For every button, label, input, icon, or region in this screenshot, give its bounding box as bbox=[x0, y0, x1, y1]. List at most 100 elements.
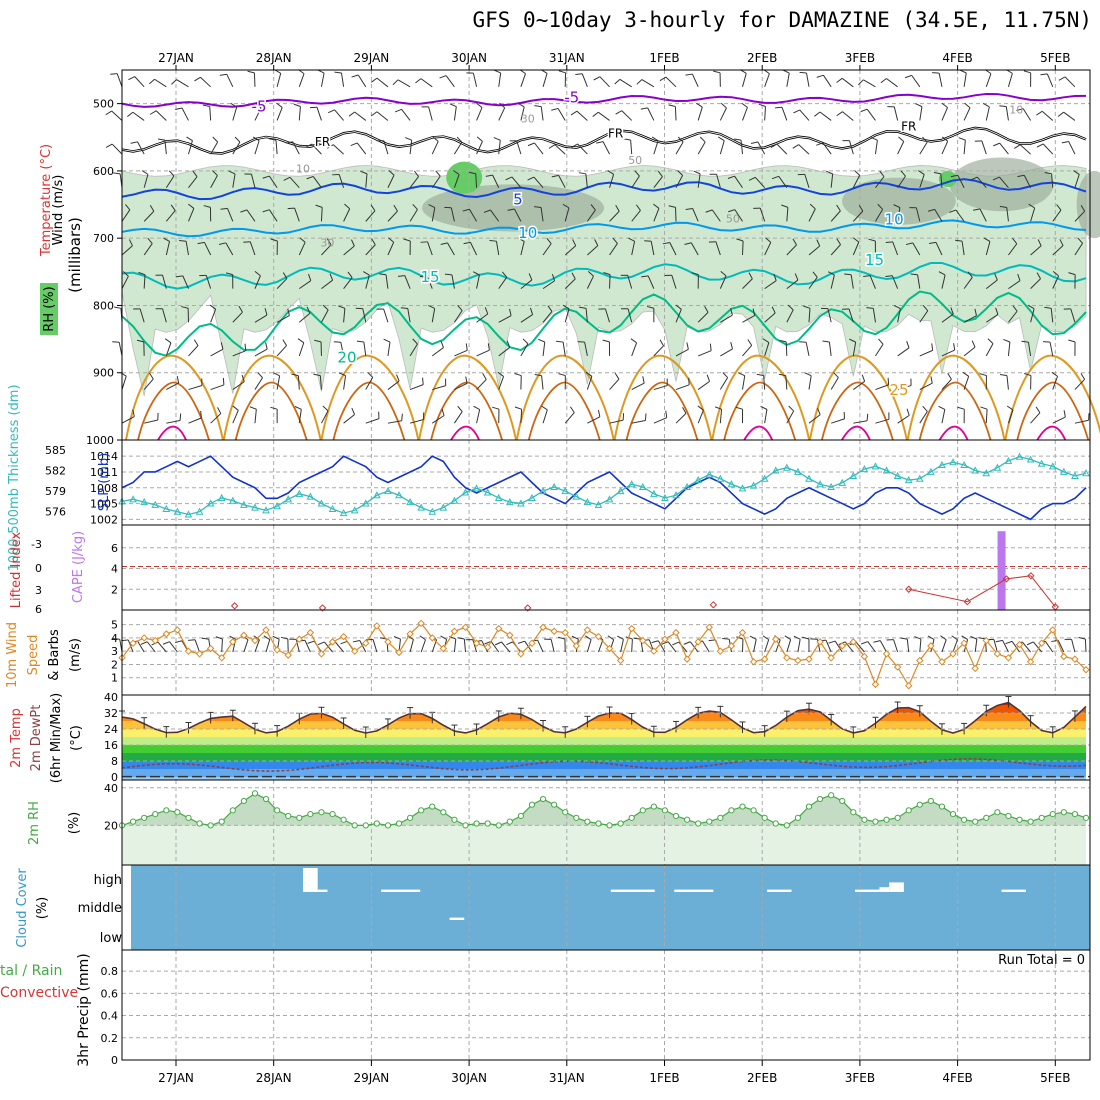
wind-barb-feather bbox=[322, 304, 329, 311]
thickness-point bbox=[749, 481, 758, 489]
thickness-tick: 579 bbox=[45, 485, 66, 498]
wind-barb bbox=[232, 141, 241, 155]
wind-speed-point bbox=[749, 658, 758, 666]
wind-barb-feather bbox=[371, 238, 376, 246]
wind-speed-point bbox=[417, 619, 425, 628]
wind-barb-feather bbox=[136, 339, 144, 343]
wind-barb-feather bbox=[127, 111, 134, 117]
thickness-point bbox=[971, 466, 980, 474]
pressure-tick: 500 bbox=[93, 98, 114, 111]
wind-speed-point bbox=[1026, 658, 1035, 666]
wind-speed-point bbox=[650, 647, 658, 655]
wind-barb bbox=[941, 141, 949, 155]
thickness-point bbox=[594, 500, 603, 508]
wind-speed-point bbox=[339, 632, 348, 641]
wind-barb bbox=[498, 276, 508, 289]
wind-barb-feather bbox=[747, 339, 753, 346]
wind-barb bbox=[319, 375, 322, 390]
wind-barb-feather bbox=[720, 102, 727, 109]
wind-barb-feather bbox=[230, 102, 237, 108]
wind10m-barb bbox=[490, 641, 500, 653]
date-label: 3FEB bbox=[845, 51, 875, 65]
ylabel-lifted-index: Lifted Index bbox=[9, 531, 24, 608]
wind-speed-point bbox=[1015, 640, 1024, 649]
wind-barb bbox=[1030, 245, 1042, 256]
upper-air-panel: 500 600 700 800 900 1000 -5 -5 FR FR FR 5 10 10 15 15 20… bbox=[39, 69, 1100, 447]
wind-barb bbox=[227, 208, 234, 222]
wind-barb-feather bbox=[551, 273, 556, 281]
wind-barb bbox=[631, 382, 645, 390]
date-label: 3FEB bbox=[845, 1071, 875, 1085]
thickness-point bbox=[295, 489, 304, 497]
wind-barb bbox=[276, 107, 283, 121]
wind-barb-feather bbox=[992, 176, 1000, 181]
wind-barb bbox=[719, 140, 725, 155]
wind-barb-feather bbox=[1068, 339, 1076, 343]
wind-barb bbox=[577, 143, 588, 155]
wind-barb bbox=[165, 210, 176, 222]
wind-barb-feather bbox=[170, 204, 176, 211]
wind-barb bbox=[1006, 375, 1009, 390]
thickness-point bbox=[1004, 456, 1013, 464]
wind-barb bbox=[609, 243, 618, 256]
wind-barb bbox=[513, 208, 522, 222]
wind-barb bbox=[312, 176, 322, 189]
wind-barb-feather bbox=[457, 304, 463, 311]
wind-barb bbox=[476, 141, 483, 155]
wind-barb-feather bbox=[575, 73, 583, 75]
wind10m-barb bbox=[254, 639, 260, 653]
wind10m-barb-feather bbox=[584, 635, 592, 640]
isotherm-35 bbox=[1036, 425, 1067, 441]
isotherm-10 bbox=[121, 219, 1087, 238]
wind-barb-feather bbox=[1040, 73, 1048, 76]
wind-barb-feather bbox=[176, 376, 180, 384]
wind-barb-feather bbox=[551, 174, 559, 178]
wind-barb bbox=[697, 350, 712, 357]
wind-barb-feather bbox=[1017, 174, 1025, 178]
rh-point bbox=[185, 814, 192, 821]
wind-barb bbox=[454, 382, 468, 390]
wind-barb bbox=[1046, 73, 1054, 88]
wind-barb-feather bbox=[950, 174, 958, 178]
wind10m-barb bbox=[825, 639, 832, 653]
wind10m-barb bbox=[359, 640, 367, 653]
wind-barb-feather bbox=[534, 373, 542, 377]
rh-point bbox=[517, 812, 524, 820]
wind-barb-feather bbox=[793, 109, 800, 114]
wind-barb bbox=[121, 245, 133, 256]
wind-barb bbox=[852, 342, 857, 356]
wind-barb bbox=[498, 346, 511, 357]
wind-barb-feather bbox=[283, 176, 291, 181]
wind-barb bbox=[143, 378, 154, 390]
wind-barb-feather bbox=[904, 74, 912, 79]
wind-barb bbox=[431, 141, 439, 155]
wind-barb-feather bbox=[836, 111, 843, 117]
wind-barb bbox=[763, 375, 766, 390]
wind-barb-feather bbox=[922, 136, 928, 143]
wind-speed-point bbox=[362, 639, 370, 647]
wind-barb bbox=[581, 73, 588, 88]
rh-area bbox=[122, 793, 1086, 826]
wind-barb-feather bbox=[334, 71, 342, 74]
cloud-clear-bar bbox=[449, 917, 465, 920]
wind-barb-feather bbox=[175, 107, 183, 110]
wind-barb-feather bbox=[812, 271, 818, 278]
wind-barb bbox=[426, 275, 433, 289]
li-point bbox=[1027, 572, 1035, 580]
wind10m-barb bbox=[797, 639, 801, 653]
rh-point bbox=[606, 822, 613, 829]
wind-barb-feather bbox=[825, 170, 833, 175]
wind-speed-point bbox=[306, 628, 315, 637]
wind10m-barb-feather bbox=[951, 635, 958, 641]
rh-point bbox=[972, 818, 979, 825]
wind-speed-point bbox=[816, 638, 824, 646]
wind-barb bbox=[162, 275, 167, 289]
wind-barb bbox=[363, 341, 367, 356]
wind-barb bbox=[431, 207, 436, 222]
rh-point bbox=[141, 814, 148, 821]
wind-barb bbox=[830, 274, 835, 289]
temp-tick: 0 bbox=[111, 771, 118, 784]
wind-barb bbox=[919, 382, 933, 390]
rh-point bbox=[872, 818, 879, 825]
wind-barb-feather bbox=[326, 238, 332, 246]
